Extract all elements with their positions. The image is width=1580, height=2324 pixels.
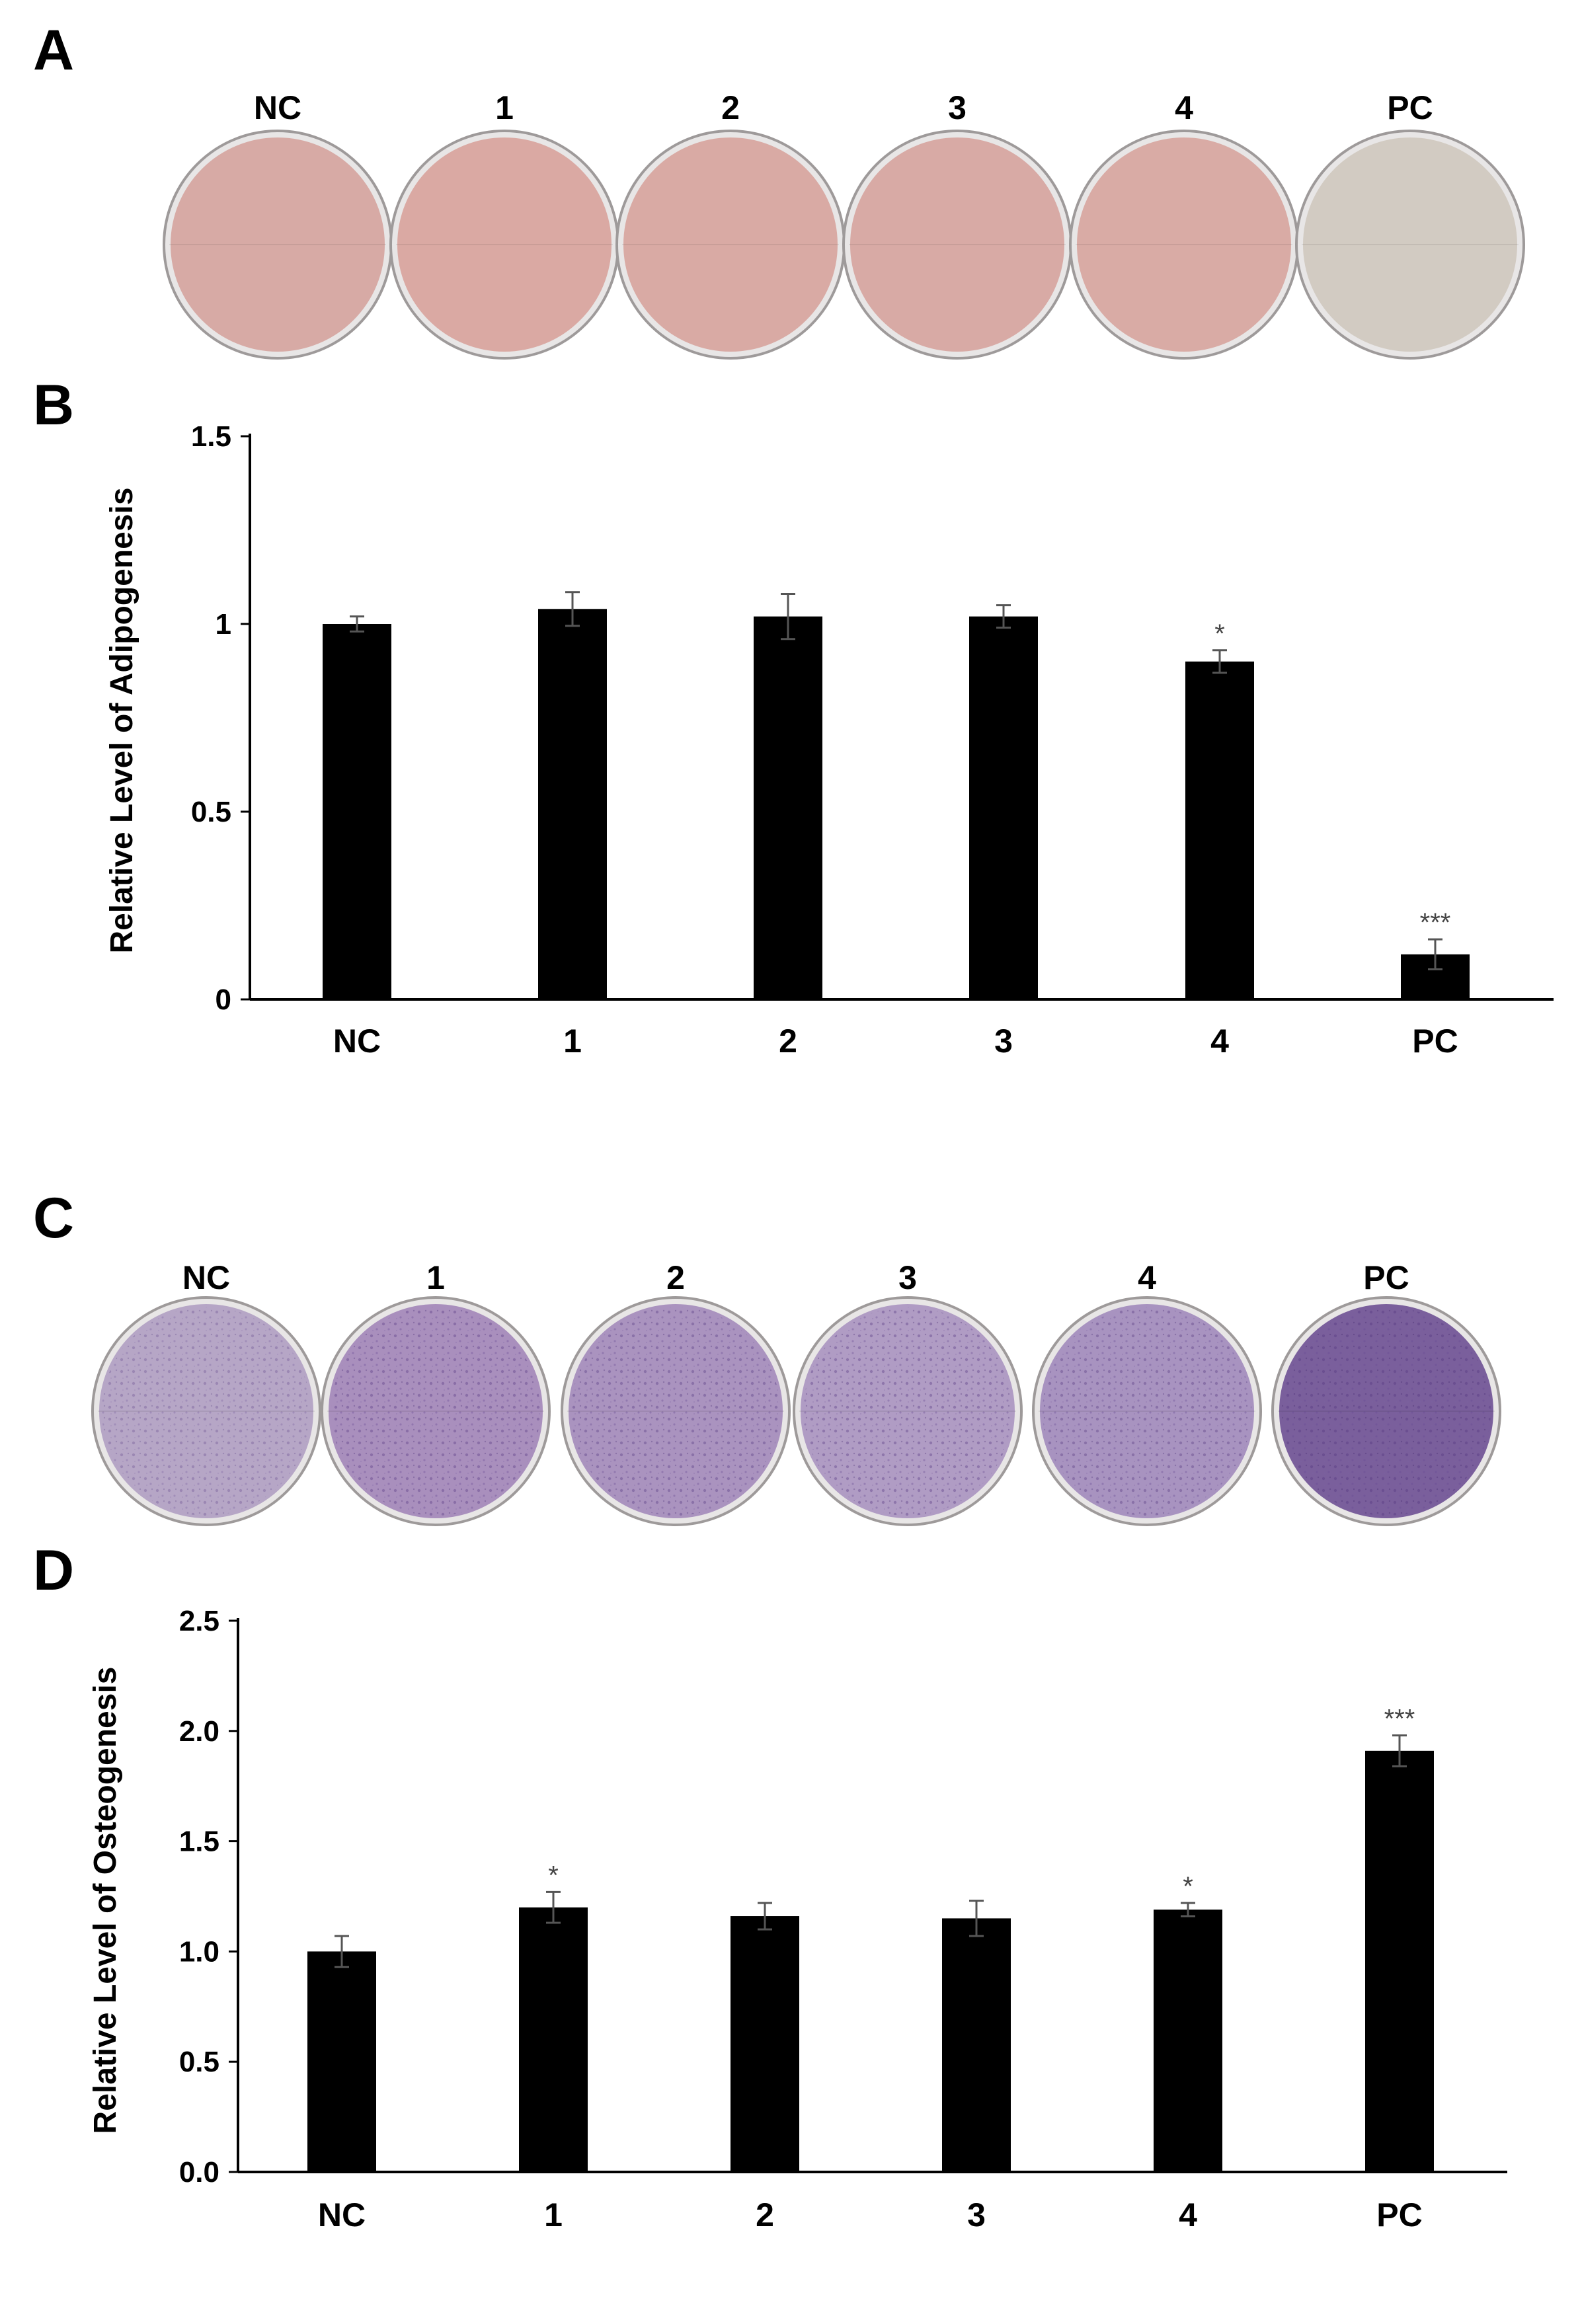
osteo-label-pc: PC xyxy=(1363,1259,1409,1296)
adipo-label-pc: PC xyxy=(1387,89,1433,126)
osteogenesis-dish-row: NC 1 2 3 4 PC xyxy=(91,1259,1501,1526)
chart-d-bar xyxy=(942,1918,1011,2172)
chart-d-ytick-label: 0.0 xyxy=(179,2156,219,2188)
chart-d-significance: * xyxy=(548,1861,559,1890)
adipo-dish-nc xyxy=(163,130,393,360)
adipo-dish-2 xyxy=(615,130,846,360)
chart-d-bar xyxy=(307,1951,376,2172)
chart-b-ytick-label: 0.5 xyxy=(191,796,231,828)
chart-d-xtick-label: NC xyxy=(318,2196,366,2233)
chart-b-ytick-label: 1.5 xyxy=(191,420,231,453)
chart-b-bar xyxy=(754,616,822,999)
adipo-dish-3 xyxy=(842,130,1072,360)
chart-b-error-bar xyxy=(565,591,580,627)
chart-d-ytick-label: 1.5 xyxy=(179,1826,219,1858)
chart-d-error-bar xyxy=(335,1935,349,1968)
osteo-label-4: 4 xyxy=(1138,1259,1156,1296)
adipo-label-3: 3 xyxy=(948,89,967,126)
adipo-label-1: 1 xyxy=(495,89,514,126)
chart-b-bar xyxy=(1185,661,1254,999)
chart-d-ytick-label: 2.5 xyxy=(179,1605,219,1637)
chart-d-error-bar xyxy=(1392,1734,1407,1767)
chart-b-xtick-label: 3 xyxy=(994,1023,1013,1060)
chart-b-ytick-label: 1 xyxy=(216,608,231,640)
chart-b-error-bar xyxy=(1212,649,1227,674)
adipogenesis-dish-row: NC 1 2 3 4 PC xyxy=(163,89,1525,360)
chart-b-xtick-label: 2 xyxy=(779,1023,797,1060)
chart-b-error-bar xyxy=(1428,938,1442,971)
chart-d-ylabel: Relative Level of Osteogenesis xyxy=(88,1667,123,2134)
chart-d-error-bar xyxy=(1181,1902,1195,1917)
osteo-dish-4 xyxy=(1032,1296,1262,1526)
adipo-dish-1 xyxy=(389,130,619,360)
chart-d-bar xyxy=(1365,1750,1434,2172)
chart-d-ytick-label: 2.0 xyxy=(179,1715,219,1748)
osteo-label-nc: NC xyxy=(182,1259,230,1296)
chart-d-significance: *** xyxy=(1384,1704,1415,1733)
chart-b-error-bar xyxy=(350,615,364,633)
osteo-dish-3 xyxy=(793,1296,1023,1526)
chart-d-bar xyxy=(519,1907,588,2172)
chart-b-ytick-label: 0 xyxy=(216,984,231,1016)
chart-b-xtick-label: NC xyxy=(333,1023,381,1060)
chart-d-ytick-label: 0.5 xyxy=(179,2046,219,2078)
chart-b-significance: *** xyxy=(1420,908,1451,937)
panel-label-b: B xyxy=(33,373,74,437)
chart-b-bar xyxy=(969,616,1038,999)
osteo-dish-2 xyxy=(561,1296,791,1526)
chart-d-error-bar xyxy=(546,1890,561,1924)
adipo-label-4: 4 xyxy=(1175,89,1193,126)
chart-b-xtick-label: 4 xyxy=(1210,1023,1229,1060)
chart-b-bar xyxy=(538,609,607,999)
osteo-label-1: 1 xyxy=(426,1259,445,1296)
chart-b-xtick-label: PC xyxy=(1412,1023,1458,1060)
chart-d-error-bar xyxy=(969,1900,984,1937)
chart-d-bar xyxy=(731,1916,799,2172)
panel-label-c: C xyxy=(33,1186,74,1250)
osteo-dish-1 xyxy=(321,1296,551,1526)
osteo-label-3: 3 xyxy=(898,1259,917,1296)
chart-d-xtick-label: PC xyxy=(1376,2196,1422,2233)
chart-b-error-bar xyxy=(996,604,1011,629)
chart-d-xtick-label: 1 xyxy=(544,2196,563,2233)
chart-d-significance: * xyxy=(1183,1872,1193,1901)
panel-label-d: D xyxy=(33,1539,74,1602)
osteo-dish-pc xyxy=(1271,1296,1501,1526)
chart-d-bar xyxy=(1154,1910,1222,2172)
adipo-label-2: 2 xyxy=(721,89,740,126)
chart-b-bar xyxy=(323,624,391,999)
chart-b-significance: * xyxy=(1214,619,1225,648)
chart-d-error-bar xyxy=(758,1902,772,1931)
adipo-dish-4 xyxy=(1069,130,1299,360)
chart-b-xtick-label: 1 xyxy=(563,1023,582,1060)
chart-d-xtick-label: 3 xyxy=(967,2196,986,2233)
chart-b-ylabel: Relative Level of Adipogenesis xyxy=(104,487,139,953)
chart-d-xtick-label: 4 xyxy=(1179,2196,1197,2233)
chart-d-ytick-label: 1.0 xyxy=(179,1935,219,1968)
chart-d-xtick-label: 2 xyxy=(756,2196,774,2233)
osteogenesis-bar-chart: Relative Level of Osteogenesis 0.0 0.5 1.0… xyxy=(88,1605,1507,2233)
adipo-label-nc: NC xyxy=(254,89,301,126)
panel-label-a: A xyxy=(33,19,74,82)
adipo-dish-pc xyxy=(1295,130,1525,360)
osteo-label-2: 2 xyxy=(666,1259,685,1296)
adipogenesis-bar-chart: Relative Level of Adipogenesis 0 0.5 1 1.5 N… xyxy=(104,420,1554,1060)
osteo-dish-nc xyxy=(91,1296,321,1526)
chart-b-error-bar xyxy=(781,593,795,640)
